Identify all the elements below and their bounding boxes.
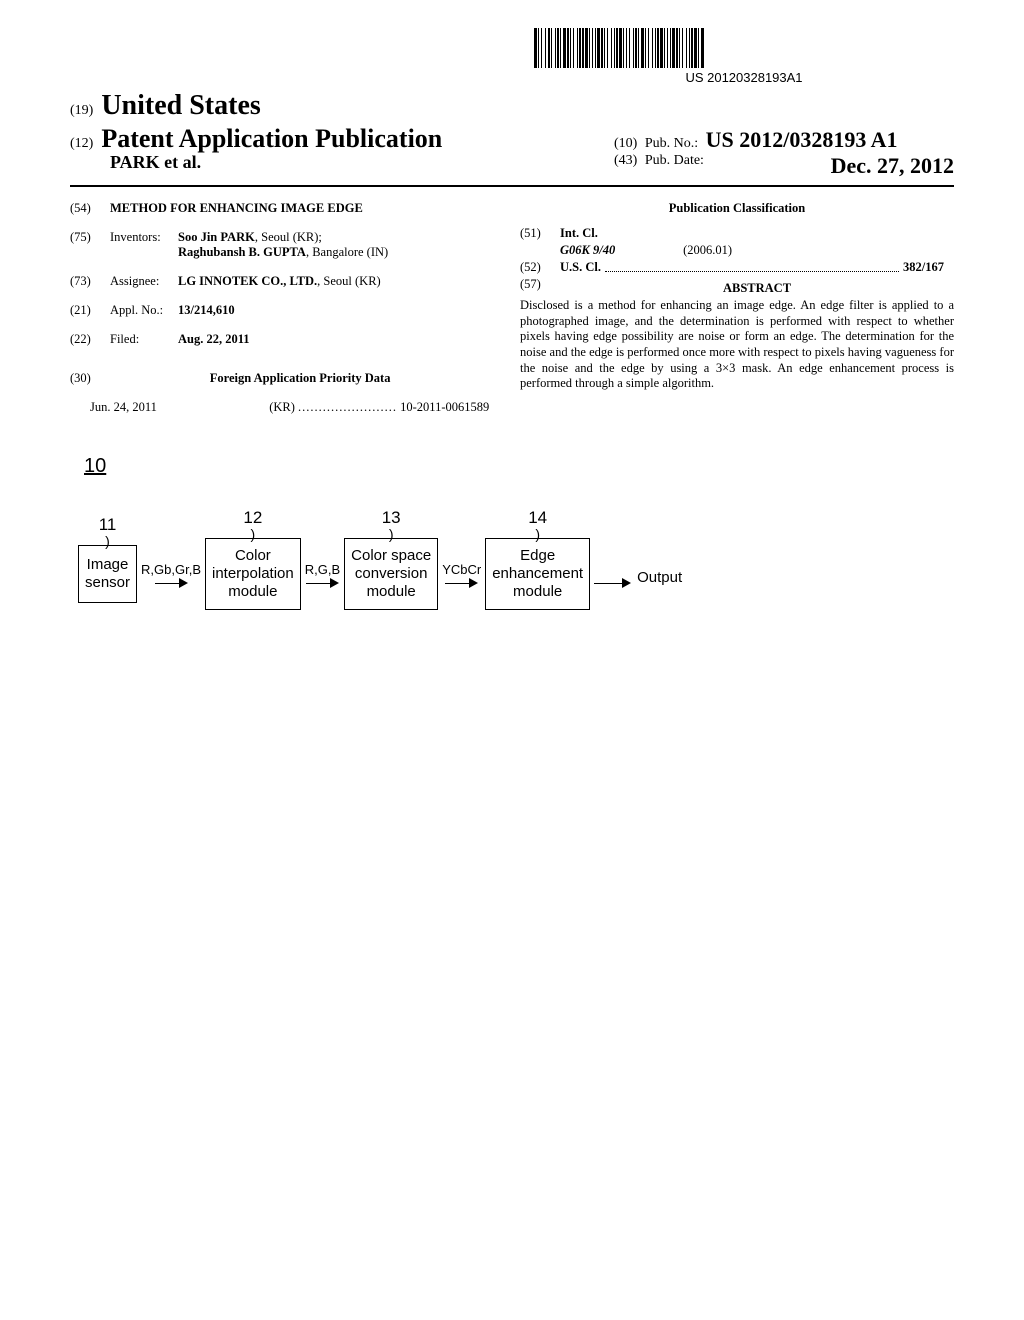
header: (19) United States (12) Patent Applicati… bbox=[70, 90, 954, 187]
code-43: (43) bbox=[614, 153, 637, 168]
uscl-line: U.S. Cl. 382/167 bbox=[560, 260, 944, 275]
body-columns: (54) METHOD FOR ENHANCING IMAGE EDGE (75… bbox=[70, 201, 954, 415]
appl-number: 13/214,610 bbox=[178, 303, 504, 318]
uscl-field: (52) U.S. Cl. 382/167 bbox=[520, 260, 954, 275]
applno-field: (21) Appl. No.: 13/214,610 bbox=[70, 303, 504, 318]
title-line: (12) Patent Application Publication PARK… bbox=[70, 124, 954, 179]
classification-title: Publication Classification bbox=[520, 201, 954, 216]
block-number: 12 bbox=[243, 508, 262, 528]
figure: 10 11)ImagesensorR,Gb,Gr,B12)Colorinterp… bbox=[70, 455, 954, 610]
pub-date: Dec. 27, 2012 bbox=[831, 153, 954, 179]
arrow: R,G,B bbox=[305, 562, 340, 588]
right-column: Publication Classification (51) Int. Cl.… bbox=[520, 201, 954, 415]
code-19: (19) bbox=[70, 103, 93, 118]
arrow: YCbCr bbox=[442, 562, 481, 588]
barcode-area: US 20120328193A1 bbox=[534, 28, 954, 85]
inventors-label: Inventors: bbox=[110, 230, 178, 260]
assignee-field: (73) Assignee: LG INNOTEK CO., LTD., Seo… bbox=[70, 274, 504, 289]
left-title: (12) Patent Application Publication PARK… bbox=[70, 124, 442, 173]
filed-field: (22) Filed: Aug. 22, 2011 bbox=[70, 332, 504, 347]
intcl-date: (2006.01) bbox=[683, 243, 732, 257]
pubdate-label: Pub. Date: bbox=[645, 153, 704, 168]
barcode bbox=[534, 28, 954, 68]
block-box: Color spaceconversionmodule bbox=[344, 538, 438, 610]
abstract-text: Disclosed is a method for enhancing an i… bbox=[520, 298, 954, 392]
arrow bbox=[594, 578, 631, 588]
authors: PARK et al. bbox=[110, 152, 442, 173]
abstract-field: (57) ABSTRACT bbox=[520, 277, 954, 296]
pubno-label: Pub. No.: bbox=[645, 136, 698, 151]
priority-country: (KR) bbox=[269, 400, 295, 414]
code-75: (75) bbox=[70, 230, 110, 260]
uscl-dots bbox=[605, 260, 899, 272]
code-22: (22) bbox=[70, 332, 110, 347]
code-73: (73) bbox=[70, 274, 110, 289]
block-tick: ) bbox=[251, 530, 256, 538]
assignee-label: Assignee: bbox=[110, 274, 178, 289]
priority-date: Jun. 24, 2011 bbox=[90, 400, 157, 415]
code-10: (10) bbox=[614, 136, 637, 151]
diagram-block-13: 13)Color spaceconversionmodule bbox=[344, 508, 438, 610]
output-label: Output bbox=[637, 569, 682, 586]
priority-number: 10-2011-0061589 bbox=[400, 400, 489, 414]
foreign-priority: (30) Foreign Application Priority Data J… bbox=[70, 361, 504, 415]
signal-label: R,G,B bbox=[305, 562, 340, 577]
block-box: Edgeenhancementmodule bbox=[485, 538, 590, 610]
block-tick: ) bbox=[105, 537, 110, 545]
pubdate-line: (43) Pub. Date: Dec. 27, 2012 bbox=[614, 153, 954, 179]
block-box: Colorinterpolationmodule bbox=[205, 538, 301, 610]
figure-reference: 10 bbox=[84, 455, 954, 478]
diagram-block-11: 11)Imagesensor bbox=[78, 515, 137, 603]
intcl-code: G06K 9/40 bbox=[560, 243, 680, 258]
invention-title: METHOD FOR ENHANCING IMAGE EDGE bbox=[110, 201, 504, 216]
intcl-value: G06K 9/40 (2006.01) bbox=[560, 243, 954, 258]
title-field: (54) METHOD FOR ENHANCING IMAGE EDGE bbox=[70, 201, 504, 216]
intcl-field: (51) Int. Cl. bbox=[520, 226, 954, 241]
foreign-priority-title: Foreign Application Priority Data bbox=[113, 371, 487, 386]
code-51: (51) bbox=[520, 226, 560, 241]
block-number: 13 bbox=[382, 508, 401, 528]
abstract-title: ABSTRACT bbox=[560, 281, 954, 296]
block-diagram: 11)ImagesensorR,Gb,Gr,B12)Colorinterpola… bbox=[78, 508, 954, 610]
priority-line: Jun. 24, 2011 (KR) .....................… bbox=[90, 400, 489, 415]
code-57: (57) bbox=[520, 277, 560, 296]
uscl-code: 382/167 bbox=[903, 260, 944, 275]
left-column: (54) METHOD FOR ENHANCING IMAGE EDGE (75… bbox=[70, 201, 504, 415]
diagram-block-14: 14)Edgeenhancementmodule bbox=[485, 508, 590, 610]
pubno-line: (10) Pub. No.: US 2012/0328193 A1 bbox=[614, 127, 954, 153]
code-52: (52) bbox=[520, 260, 560, 275]
inventors-list: Soo Jin PARK, Seoul (KR); Raghubansh B. … bbox=[178, 230, 504, 260]
pub-info: (10) Pub. No.: US 2012/0328193 A1 (43) P… bbox=[614, 127, 954, 179]
signal-label: YCbCr bbox=[442, 562, 481, 577]
pub-number: US 2012/0328193 A1 bbox=[706, 127, 898, 152]
assignee: LG INNOTEK CO., LTD., Seoul (KR) bbox=[178, 274, 504, 289]
arrow: R,Gb,Gr,B bbox=[141, 562, 201, 588]
code-21: (21) bbox=[70, 303, 110, 318]
code-12: (12) bbox=[70, 136, 93, 151]
country: United States bbox=[101, 90, 260, 121]
filed-date: Aug. 22, 2011 bbox=[178, 332, 504, 347]
intcl-label: Int. Cl. bbox=[560, 226, 954, 241]
diagram-block-12: 12)Colorinterpolationmodule bbox=[205, 508, 301, 610]
divider bbox=[70, 185, 954, 187]
signal-label: R,Gb,Gr,B bbox=[141, 562, 201, 577]
block-tick: ) bbox=[535, 530, 540, 538]
filed-label: Filed: bbox=[110, 332, 178, 347]
priority-dots: ........................ bbox=[298, 400, 397, 414]
publication-type: Patent Application Publication bbox=[101, 124, 442, 153]
code-54: (54) bbox=[70, 201, 110, 216]
code-30: (30) bbox=[70, 371, 110, 386]
inventors-field: (75) Inventors: Soo Jin PARK, Seoul (KR)… bbox=[70, 230, 504, 260]
block-tick: ) bbox=[389, 530, 394, 538]
block-number: 14 bbox=[528, 508, 547, 528]
barcode-text: US 20120328193A1 bbox=[534, 70, 954, 85]
uscl-label: U.S. Cl. bbox=[560, 260, 601, 275]
block-number: 11 bbox=[99, 515, 117, 535]
applno-label: Appl. No.: bbox=[110, 303, 178, 318]
country-line: (19) United States bbox=[70, 90, 954, 122]
block-box: Imagesensor bbox=[78, 545, 137, 603]
